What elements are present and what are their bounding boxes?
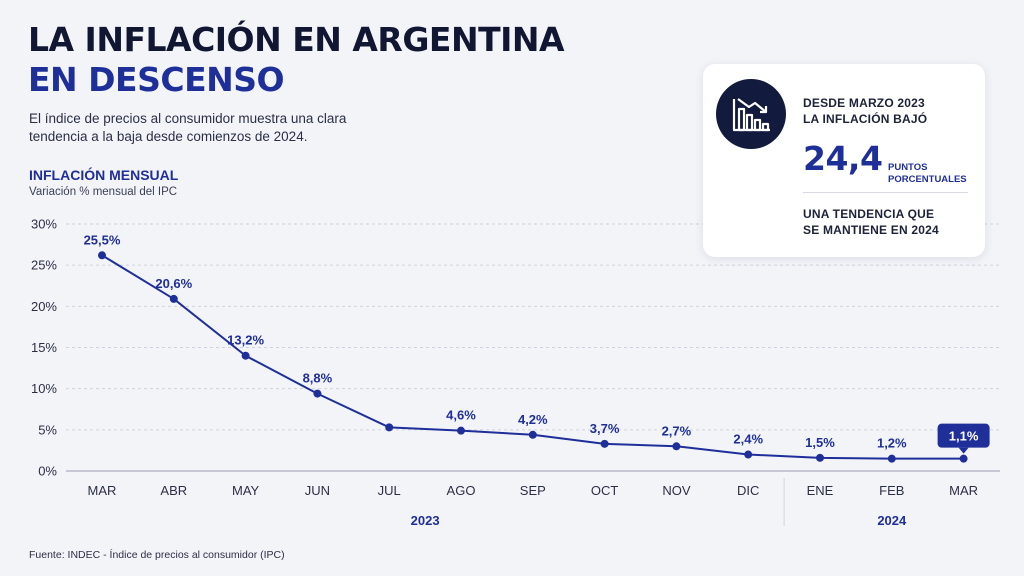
source-note: Fuente: INDEC - Índice de precios al con…	[29, 549, 285, 561]
card-line-1a: DESDE MARZO 2023	[803, 96, 925, 110]
data-point	[744, 450, 753, 459]
x-tick-label: OCT	[591, 483, 619, 498]
data-point	[959, 454, 968, 463]
x-tick-label: DIC	[737, 483, 759, 498]
y-tick-label: 15%	[31, 340, 57, 355]
data-point	[887, 454, 896, 463]
y-tick-label: 0%	[38, 464, 57, 479]
data-label: 13,2%	[227, 333, 264, 348]
data-label: 2,4%	[733, 432, 763, 447]
x-tick-label: JUL	[378, 483, 401, 498]
data-point	[241, 351, 250, 360]
x-tick-label: SEP	[520, 483, 546, 498]
highlight-label-box	[937, 423, 990, 448]
data-label: 1,5%	[805, 435, 835, 450]
x-tick-label: NOV	[662, 483, 691, 498]
card-unit-a: PUNTOS	[888, 162, 928, 173]
data-label: 8,8%	[303, 371, 333, 386]
summary-card: DESDE MARZO 2023 LA INFLACIÓN BAJÓ 24,4 …	[703, 64, 985, 257]
x-tick-label: ENE	[807, 483, 834, 498]
series-line	[101, 254, 964, 460]
data-label: 1,1%	[949, 429, 979, 444]
data-point	[313, 389, 322, 398]
card-text-top: DESDE MARZO 2023 LA INFLACIÓN BAJÓ	[803, 95, 927, 127]
card-unit: PUNTOS PORCENTUALES	[888, 162, 967, 186]
x-tick-label: JUN	[305, 483, 330, 498]
x-tick-label: AGO	[447, 483, 476, 498]
title-line-2: EN DESCENSO	[28, 60, 285, 99]
data-point	[672, 442, 681, 451]
data-point	[385, 423, 394, 432]
data-point	[816, 453, 824, 462]
y-tick-label: 10%	[31, 381, 57, 396]
chart-subheading: Variación % mensual del IPC	[29, 186, 178, 198]
declining-bar-chart-icon	[716, 79, 786, 149]
data-point	[528, 430, 537, 439]
data-point	[98, 251, 106, 260]
data-label: 3,7%	[590, 421, 620, 436]
y-tick-label: 5%	[38, 422, 57, 437]
data-label: 4,2%	[518, 412, 548, 427]
year-label: 2023	[411, 513, 440, 528]
card-divider	[803, 192, 968, 193]
card-line-2b: SE MANTIENE EN 2024	[803, 223, 939, 237]
card-unit-b: PORCENTUALES	[888, 174, 967, 185]
x-tick-label: MAR	[88, 483, 117, 498]
highlight-label-pointer	[958, 447, 969, 454]
card-big-value: 24,4	[803, 139, 883, 178]
year-label: 2024	[877, 513, 907, 528]
x-tick-label: ABR	[160, 483, 187, 498]
y-tick-label: 20%	[31, 299, 57, 314]
x-tick-label: FEB	[879, 483, 904, 498]
data-label: 25,5%	[84, 232, 121, 247]
card-line-1b: LA INFLACIÓN BAJÓ	[803, 112, 928, 126]
data-point	[600, 439, 609, 448]
page-title: LA INFLACIÓN EN ARGENTINA EN DESCENSO	[28, 20, 565, 100]
chart-heading: INFLACIÓN MENSUAL	[29, 167, 179, 183]
subtitle: El índice de precios al consumidor muest…	[29, 111, 347, 144]
data-label: 4,6%	[446, 408, 476, 423]
data-label: 20,6%	[155, 276, 192, 291]
y-tick-label: 30%	[31, 217, 57, 232]
data-point	[457, 426, 465, 435]
data-label: 2,7%	[662, 423, 692, 438]
card-text-bottom: UNA TENDENCIA QUE SE MANTIENE EN 2024	[803, 206, 939, 238]
x-tick-label: MAY	[232, 483, 260, 498]
title-line-1: LA INFLACIÓN EN ARGENTINA	[28, 20, 565, 59]
x-tick-label: MAR	[949, 483, 978, 498]
data-label: 1,2%	[877, 436, 907, 451]
data-point	[169, 294, 178, 303]
card-line-2a: UNA TENDENCIA QUE	[803, 207, 935, 221]
y-tick-label: 25%	[31, 258, 57, 273]
